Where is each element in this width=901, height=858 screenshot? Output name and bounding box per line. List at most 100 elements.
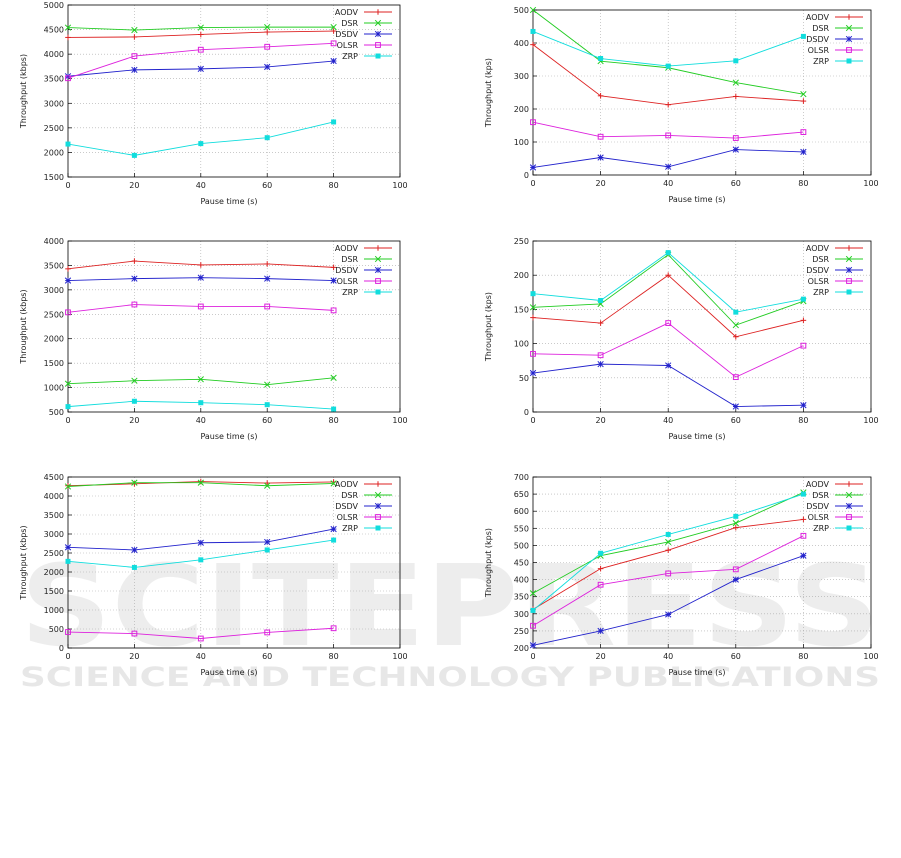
data-point — [529, 642, 537, 649]
data-point — [597, 154, 604, 161]
x-tick-label: 80 — [798, 416, 808, 425]
legend-label: ZRP — [813, 524, 829, 533]
data-point — [665, 570, 672, 577]
data-point — [198, 31, 204, 38]
x-tick-label: 80 — [329, 181, 339, 190]
data-point — [330, 625, 337, 632]
legend-label: DSDV — [806, 266, 829, 275]
legend-marker — [846, 514, 852, 520]
data-point — [530, 119, 536, 126]
series-aodv — [530, 272, 807, 340]
data-point — [264, 261, 270, 267]
series-line — [532, 121, 804, 139]
y-tick-label: 3000 — [44, 286, 64, 295]
series-line — [67, 627, 334, 639]
data-point — [732, 403, 739, 410]
y-axis-label: Throughput (kbps) — [19, 525, 28, 600]
legend-label: OLSR — [808, 46, 830, 55]
data-point — [598, 56, 604, 62]
data-point — [131, 546, 138, 554]
legend-marker — [374, 266, 382, 274]
data-point — [530, 28, 536, 34]
data-point — [665, 63, 671, 69]
data-point — [529, 304, 537, 311]
series-aodv — [65, 478, 337, 489]
series-dsdv — [529, 552, 807, 649]
plot-frame — [67, 240, 401, 413]
y-tick-label: 2000 — [44, 335, 64, 344]
y-tick-label: 2500 — [44, 124, 64, 133]
grid: 0 20 40 60 80 100 200 250 300 350 400 450 500 550 600 6… — [514, 473, 879, 661]
data-point — [665, 547, 671, 553]
x-tick-label: 20 — [596, 652, 606, 661]
data-point — [65, 75, 71, 82]
series-line — [67, 42, 334, 79]
legend-marker — [845, 35, 853, 43]
legend-label: AODV — [806, 244, 830, 253]
y-tick-label: 50 — [519, 374, 529, 383]
y-tick-label: 500 — [49, 408, 64, 417]
data-point — [131, 275, 138, 282]
y-tick-label: 200 — [514, 644, 529, 653]
legend-label: DSR — [341, 255, 358, 264]
data-point — [733, 309, 739, 315]
legend-marker — [846, 289, 852, 295]
series-dsr — [64, 23, 337, 34]
legend-label: AODV — [806, 480, 830, 489]
legend-marker — [374, 255, 382, 263]
legend-label: AODV — [335, 244, 359, 253]
legend-marker — [375, 53, 381, 59]
data-point — [530, 607, 536, 613]
legend-marker — [375, 514, 381, 520]
data-point — [800, 129, 807, 135]
series-line — [532, 322, 804, 378]
data-point — [597, 352, 604, 359]
data-point — [665, 362, 672, 369]
series-dsdv — [64, 525, 337, 554]
data-point — [530, 291, 536, 297]
data-point — [264, 629, 271, 636]
legend: AODV DSR DSDV OLSR ZRP — [806, 244, 863, 297]
series-line — [532, 274, 804, 338]
data-point — [800, 148, 807, 156]
x-tick-label: 60 — [262, 652, 272, 661]
data-point — [330, 480, 337, 487]
data-point — [197, 24, 204, 31]
data-point — [530, 350, 536, 357]
x-tick-label: 100 — [392, 181, 407, 190]
data-point — [264, 303, 271, 310]
data-point — [800, 552, 807, 559]
y-tick-label: 500 — [49, 625, 64, 634]
y-tick-label: 4500 — [44, 473, 64, 482]
data-point — [732, 79, 739, 86]
series-zrp — [65, 119, 337, 158]
x-tick-label: 0 — [530, 652, 535, 661]
legend-label: DSR — [341, 491, 358, 500]
grid: 0 20 40 60 80 100 0 50 100 150 200 250 — [514, 237, 879, 425]
data-point — [800, 342, 807, 349]
data-point — [131, 398, 137, 404]
legend-label: ZRP — [813, 57, 829, 66]
legend-marker — [375, 481, 381, 487]
data-point — [800, 491, 806, 497]
data-point — [131, 630, 138, 637]
legend-marker — [846, 481, 852, 487]
series-olsr — [530, 320, 807, 381]
chart-6: 0 20 40 60 80 100 200 250 300 350 400 450 500 550 600 6… — [484, 473, 879, 677]
data-point — [800, 33, 806, 39]
data-point — [331, 537, 337, 543]
y-tick-label: 500 — [514, 6, 529, 15]
data-point — [65, 266, 71, 272]
y-tick-label: 1000 — [44, 606, 64, 615]
data-point — [665, 163, 672, 170]
y-tick-label: 4000 — [44, 50, 64, 59]
data-point — [732, 146, 739, 153]
charts-grid: 0 20 40 60 80 1001500200025003000350040004500… — [19, 1, 879, 677]
data-point — [330, 277, 337, 284]
data-point — [65, 141, 71, 147]
data-point — [64, 544, 72, 551]
data-point — [65, 558, 71, 564]
legend-marker — [845, 24, 853, 32]
data-point — [198, 478, 204, 485]
legend-label: DSDV — [335, 502, 358, 511]
